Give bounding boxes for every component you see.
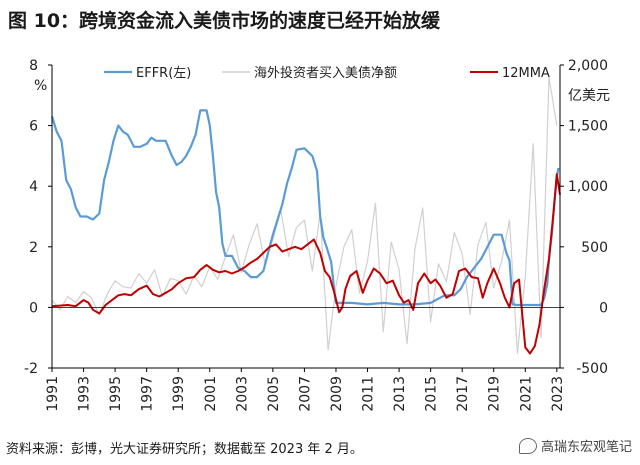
y-left-tick-label: 0 <box>29 300 38 316</box>
legend-label: 海外投资者买入美债净额 <box>254 65 397 81</box>
x-tick-label: 2009 <box>329 376 345 412</box>
x-tick-label: 2011 <box>361 376 377 412</box>
x-tick-label: 2001 <box>203 376 219 412</box>
x-tick-label: 1991 <box>45 376 61 412</box>
series-line-1 <box>51 76 558 355</box>
y-left-unit: % <box>34 78 47 94</box>
y-right-tick-label: -500 <box>576 361 608 377</box>
chart-svg: 8 6 4 2 0 -2% 2,000 1,500 1,000 500 0 -500 亿美元 1991 19… <box>24 58 610 412</box>
y-left-tick-label: 2 <box>29 240 38 256</box>
x-tick-label: 2015 <box>424 376 440 412</box>
y-left-tick-label: 6 <box>29 119 38 135</box>
x-tick-label: 1997 <box>140 376 156 412</box>
series-line-2 <box>51 173 561 355</box>
wechat-icon <box>518 437 537 454</box>
x-tick-label: 2017 <box>455 376 471 412</box>
y-left-tick-label: -2 <box>24 361 38 377</box>
x-tick-label: 2007 <box>297 376 313 412</box>
y-right-tick-label: 2,000 <box>568 58 608 74</box>
watermark-text: 高瑞东宏观笔记 <box>540 440 632 455</box>
x-tick-label: 2023 <box>550 376 566 412</box>
series-line-0 <box>50 109 560 307</box>
x-tick-label: 2005 <box>266 376 282 412</box>
y-left-tick-label: 8 <box>29 58 38 74</box>
chart: 8 6 4 2 0 -2% 2,000 1,500 1,000 500 0 -500 亿美元 1991 19… <box>0 44 640 424</box>
y-right-tick-label: 500 <box>581 240 608 256</box>
y-right-tick-label: 1,500 <box>568 119 608 135</box>
legend-label: 12MMA <box>502 66 550 81</box>
y-right-tick-label: 1,000 <box>568 179 608 195</box>
legend-label: EFFR(左) <box>136 66 191 81</box>
chart-title: 图 10：跨境资金流入美债市场的速度已经开始放缓 <box>8 10 441 32</box>
x-tick-label: 1993 <box>77 376 93 412</box>
x-tick-label: 2019 <box>487 376 503 412</box>
x-tick-label: 2003 <box>234 376 250 412</box>
y-left-tick-label: 4 <box>29 179 38 195</box>
y-right-tick-label: 0 <box>599 300 608 316</box>
x-tick-label: 2013 <box>392 376 408 412</box>
x-tick-label: 1999 <box>171 376 187 412</box>
x-tick-label: 1995 <box>108 376 124 412</box>
x-tick-label: 2021 <box>518 376 534 412</box>
source-note: 资料来源：彭博，光大证券研究所；数据截至 2023 年 2 月。 <box>6 442 363 457</box>
watermark: 高瑞东宏观笔记 <box>518 436 632 455</box>
y-right-unit: 亿美元 <box>568 88 610 104</box>
